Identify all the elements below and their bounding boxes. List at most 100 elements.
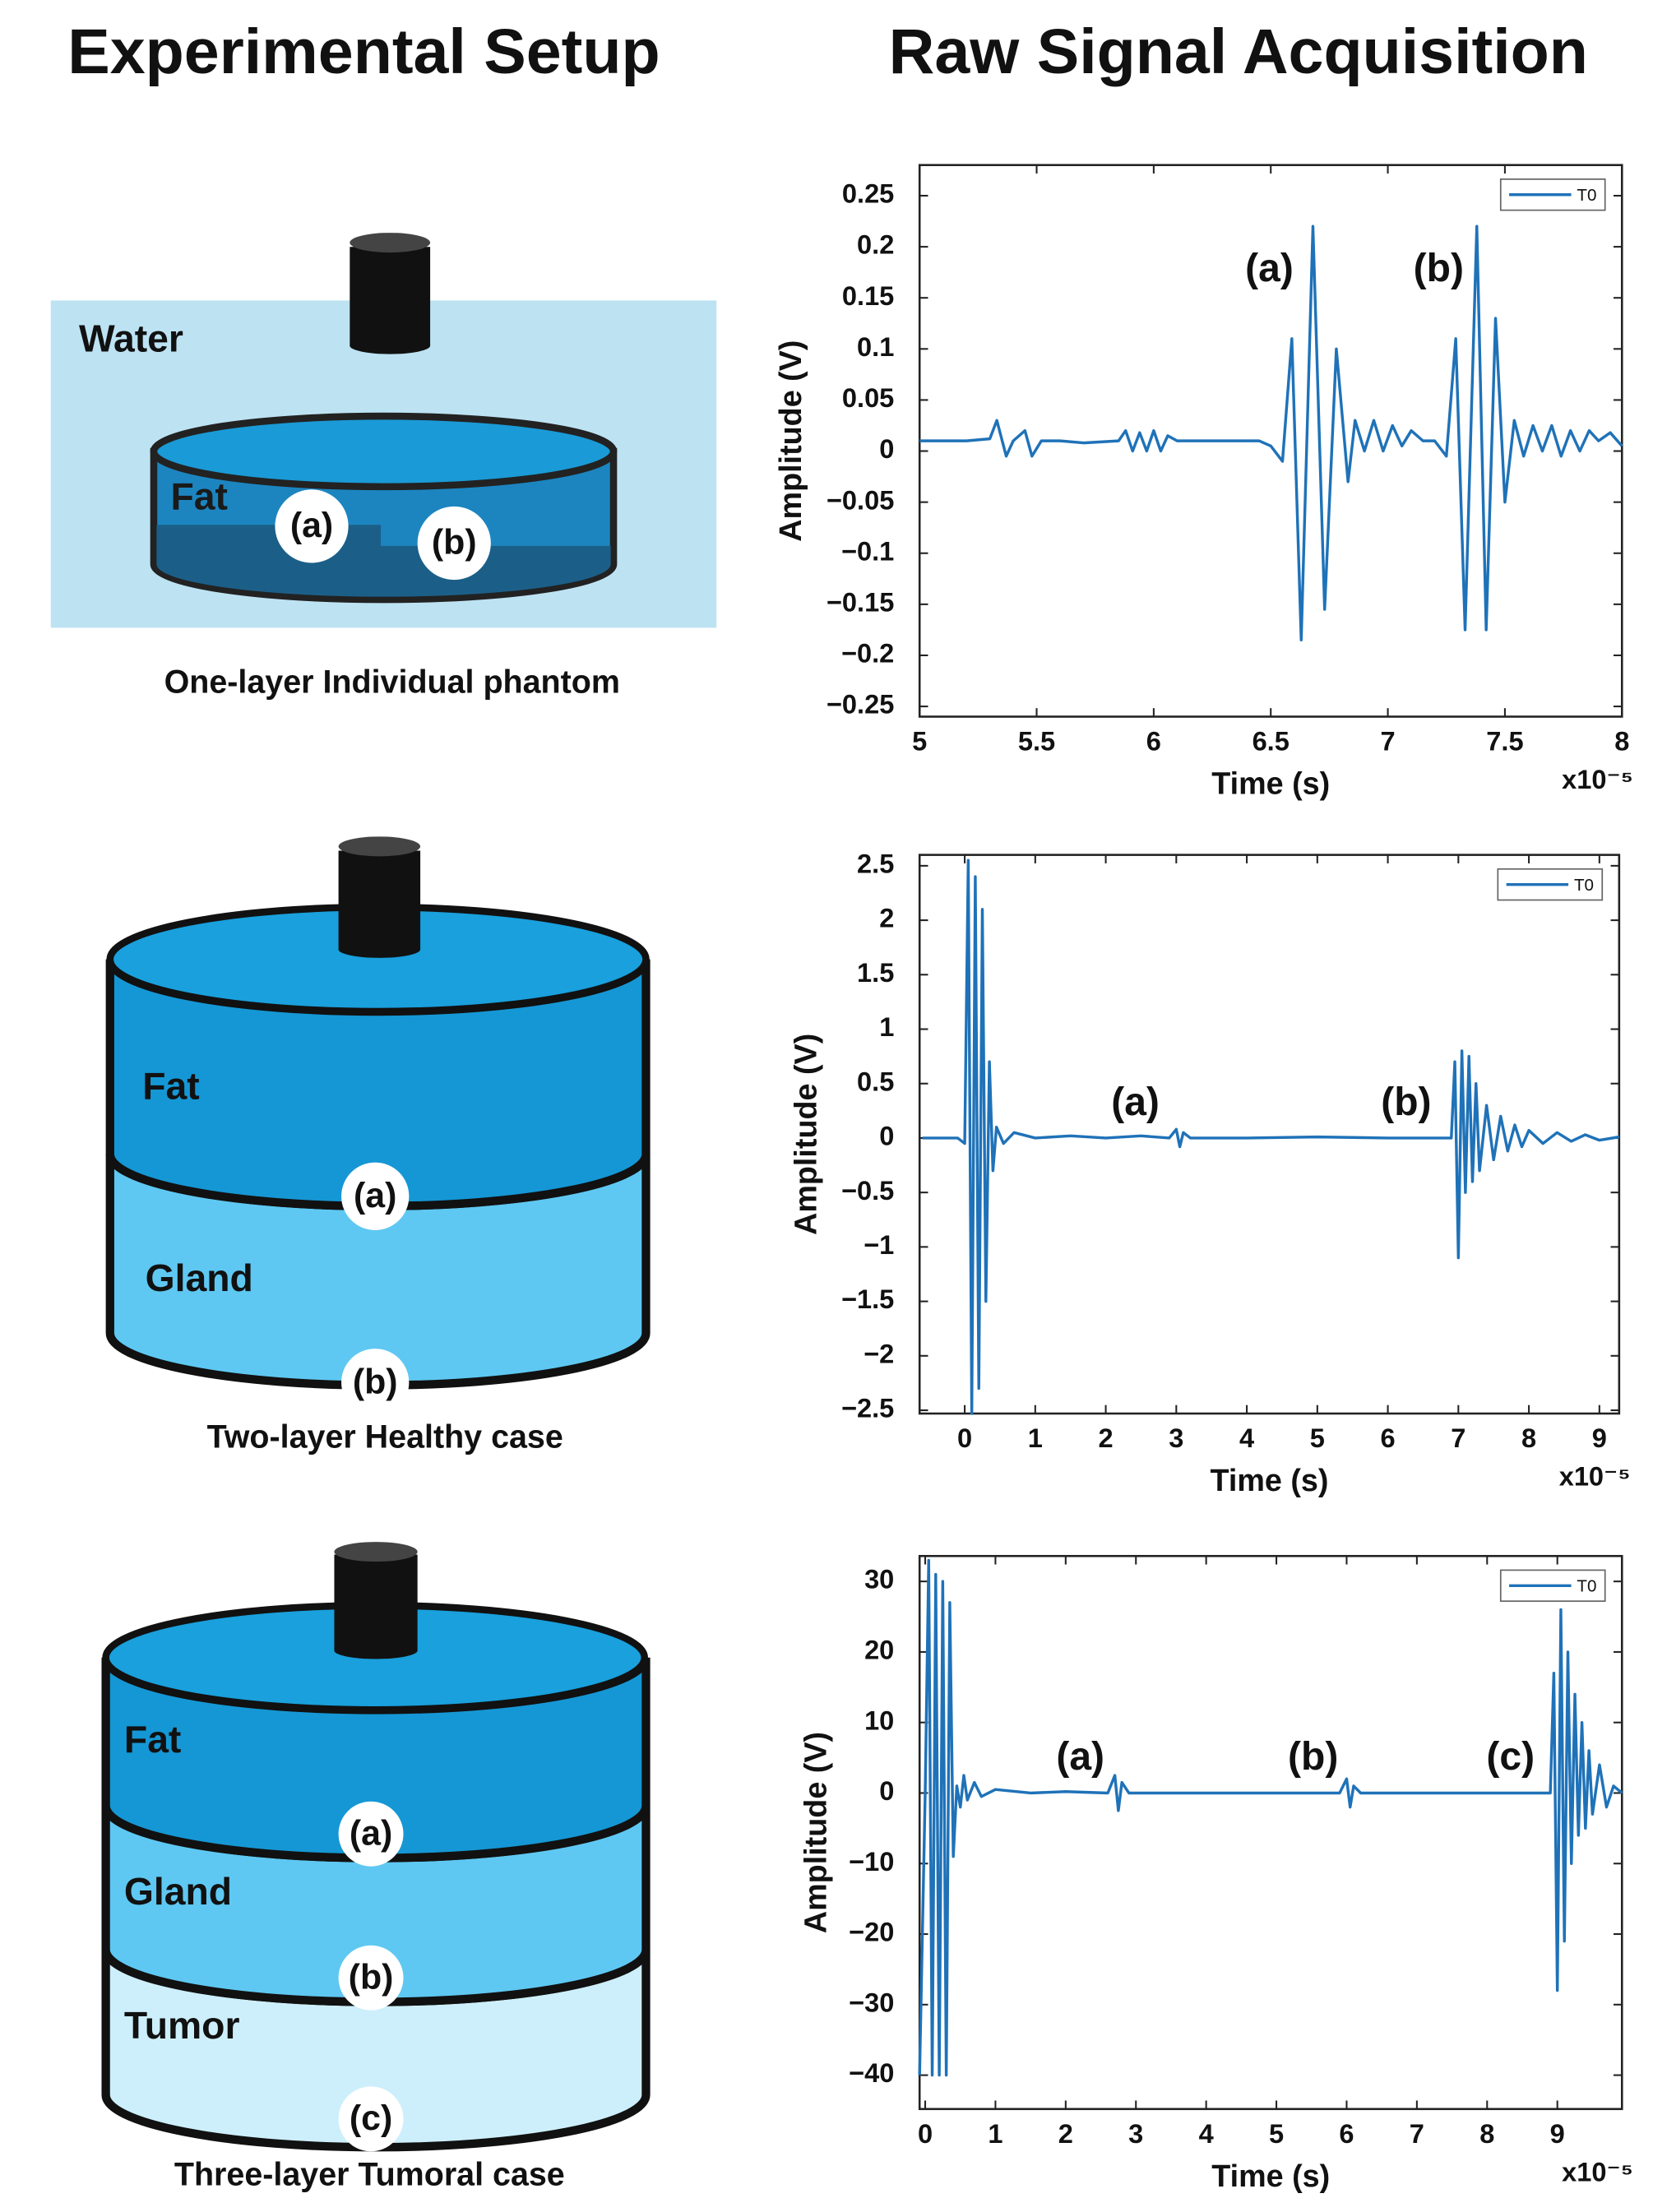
signal-line — [922, 858, 1620, 1415]
y-tick-label: −40 — [849, 2057, 894, 2088]
x-tick-label: 7 — [1410, 2118, 1424, 2149]
y-tick-label: 0.25 — [842, 178, 894, 209]
signal-line — [919, 224, 1623, 642]
x-tick-label: 8 — [1614, 726, 1629, 757]
dish-top — [150, 412, 618, 491]
label: Fat — [171, 475, 228, 518]
label: Fat — [142, 1065, 199, 1108]
x-tick-label: 0 — [918, 2118, 933, 2149]
y-tick-label: −0.1 — [841, 535, 894, 566]
chart: 0 1 2 3 4 5 6 7 8 9 2.5 2 1.5 1 0.5 0 −0.5 −1 −1.5 −2 −2.5 Ti… — [789, 848, 1631, 1497]
marker — [341, 1162, 410, 1230]
x-tick-label: 7 — [1451, 1423, 1465, 1453]
x-tick-label: 5 — [1310, 1423, 1325, 1453]
x-tick-label: 7.5 — [1486, 726, 1523, 757]
marker-label: (a) — [354, 1176, 396, 1215]
y-tick-label: −0.2 — [841, 638, 894, 669]
label: Gland — [124, 1870, 232, 1913]
x-tick-label: 3 — [1169, 1423, 1183, 1453]
transducer — [350, 337, 431, 354]
x-tick-label: 5 — [912, 726, 927, 757]
chart: 0 1 2 3 4 5 6 7 8 9 30 20 10 0 −10 −20 −30 −40 Time (s) x10… — [799, 1554, 1633, 2193]
transducer — [334, 1542, 418, 1562]
annotation: (b) — [1381, 1081, 1431, 1124]
transducer — [338, 850, 421, 950]
legend-label: T0 — [1577, 186, 1596, 205]
layer — [156, 525, 611, 597]
transducer — [350, 233, 431, 253]
x-tick-label: 1 — [1028, 1423, 1043, 1453]
y-tick-label: 0.05 — [842, 382, 894, 413]
x-tick-label: 6 — [1146, 726, 1161, 757]
y-axis-title: Amplitude (V) — [773, 340, 808, 542]
y-tick-label: −2.5 — [841, 1393, 894, 1423]
x-tick-label: 8 — [1479, 2118, 1494, 2149]
y-tick-label: −20 — [849, 1917, 894, 1947]
transducer — [338, 836, 421, 857]
caption: One-layer Individual phantom — [164, 664, 620, 700]
y-tick-label: 0 — [879, 433, 894, 464]
marker — [341, 1349, 410, 1417]
diagram-two-layer: Fat Gland (a) (b) Two-layer Healthy case — [105, 836, 651, 1455]
y-tick-label: −0.25 — [826, 689, 894, 720]
heading: Raw Signal Acquisition — [889, 16, 1588, 87]
x-axis-title: Time (s) — [1211, 766, 1330, 801]
y-tick-label: 2.5 — [857, 848, 894, 878]
x-tick-label: 9 — [1592, 1423, 1607, 1453]
y-tick-label: 1.5 — [857, 957, 894, 988]
y-tick-label: −0.5 — [841, 1175, 894, 1205]
caption: Three-layer Tumoral case — [174, 2157, 565, 2193]
y-tick-label: −10 — [849, 1846, 894, 1876]
y-tick-label: −0.05 — [826, 484, 894, 515]
plot-frame — [918, 854, 1621, 1415]
transducer — [338, 941, 421, 958]
plot-frame — [918, 1554, 1623, 2111]
x-tick-label: 2 — [1099, 1423, 1114, 1453]
y-tick-label: −1.5 — [841, 1284, 894, 1314]
x-axis-title: Time (s) — [1211, 1463, 1329, 1497]
x-tick-label: 8 — [1521, 1423, 1536, 1453]
marker-label: (b) — [349, 1957, 394, 1997]
x-multiplier: x10⁻⁵ — [1562, 2156, 1633, 2187]
y-tick-label: 0.15 — [842, 280, 894, 311]
y-tick-label: −1 — [864, 1229, 894, 1260]
y-tick-label: 10 — [864, 1705, 894, 1735]
x-axis-title: Time (s) — [1211, 2159, 1330, 2193]
y-tick-label: −2 — [864, 1338, 894, 1368]
x-multiplier: x10⁻⁵ — [1562, 764, 1633, 794]
caption: Two-layer Healthy case — [207, 1418, 563, 1455]
diagram-three-layer: Fat Gland Tumor (a) (b) (c) Three-layer … — [101, 1542, 651, 2193]
x-tick-label: 7 — [1381, 726, 1396, 757]
x-tick-label: 6.5 — [1252, 726, 1290, 757]
chart: 5 5.5 6 6.5 7 7.5 8 0.25 0.2 0.15 0.1 0.05 0 −0.05 −0.… — [773, 164, 1633, 801]
x-tick-label: 0 — [957, 1423, 972, 1453]
annotation: (a) — [1056, 1735, 1104, 1779]
x-tick-label: 2 — [1058, 2118, 1073, 2149]
y-axis-title: Amplitude (V) — [799, 1732, 833, 1933]
y-tick-label: −30 — [849, 1987, 894, 2017]
marker — [417, 506, 491, 581]
heading: Experimental Setup — [67, 16, 660, 87]
marker — [338, 2086, 404, 2152]
legend-label: T0 — [1574, 876, 1594, 895]
marker — [338, 1945, 404, 2011]
legend-label: T0 — [1577, 1576, 1596, 1595]
y-tick-label: 2 — [879, 903, 894, 933]
marker-label: (c) — [350, 2099, 392, 2138]
x-tick-label: 1 — [988, 2118, 1002, 2149]
diagram-one-layer: Water Fat (a) (b) One-layer Individual p… — [50, 233, 717, 700]
y-tick-label: 0.5 — [857, 1066, 894, 1096]
x-tick-label: 4 — [1199, 2118, 1214, 2149]
y-tick-label: 0 — [879, 1121, 894, 1151]
y-tick-label: 0.1 — [857, 331, 894, 362]
x-tick-label: 9 — [1550, 2118, 1565, 2149]
annotation: (b) — [1414, 247, 1464, 290]
annotation: (b) — [1288, 1735, 1338, 1779]
annotation: (c) — [1486, 1735, 1535, 1779]
y-tick-label: −0.15 — [826, 586, 894, 617]
transducer — [334, 1554, 418, 1651]
x-tick-label: 5 — [1269, 2118, 1284, 2149]
label: Water — [79, 317, 183, 359]
y-tick-label: 20 — [864, 1635, 894, 1665]
